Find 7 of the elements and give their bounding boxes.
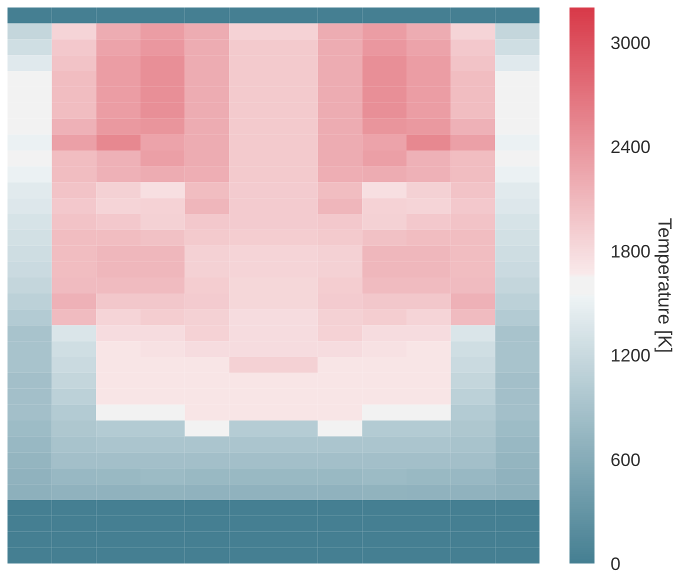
color-bar-label: 600 <box>610 450 641 470</box>
color-bar-label: 1800 <box>610 241 651 262</box>
color-bar-label: 3000 <box>610 32 651 53</box>
color-bar-label: 2400 <box>610 137 651 157</box>
color-bar-label: 0 <box>610 554 621 573</box>
color-bar-label: 1200 <box>610 346 651 366</box>
color-bar-title: Temperature [K] <box>654 218 674 354</box>
